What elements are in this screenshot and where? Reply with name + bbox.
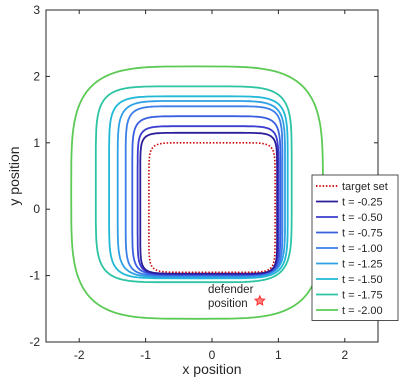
series-curve-6 bbox=[108, 95, 289, 280]
legend-entry-1: t = -0.25 bbox=[342, 197, 383, 209]
legend-entry-2: t = -0.50 bbox=[342, 212, 383, 224]
legend-entry-8: t = -2.00 bbox=[342, 305, 383, 317]
legend: target set t = -0.25 t = -0.50 t = -0.75 t =… bbox=[311, 174, 399, 321]
y-axis-label: y position bbox=[6, 146, 22, 205]
y-tick-label-5: 3 bbox=[33, 3, 40, 17]
series-curve-0 bbox=[148, 142, 276, 274]
series-curve-1 bbox=[139, 131, 278, 275]
series-curve-4 bbox=[124, 105, 284, 277]
legend-entry-3: t = -0.75 bbox=[342, 228, 383, 240]
x-tick-label-1: -1 bbox=[140, 348, 151, 362]
x-tick-label-0: -2 bbox=[74, 348, 85, 362]
x-axis-label: x position bbox=[182, 361, 241, 377]
annotation-text-line-1: position bbox=[208, 298, 248, 310]
x-tick-label-3: 1 bbox=[275, 348, 282, 362]
x-tick-label-2: 0 bbox=[209, 348, 216, 362]
series-curve-8 bbox=[70, 65, 324, 320]
legend-entry-7: t = -1.75 bbox=[342, 290, 383, 302]
y-tick-label-2: 0 bbox=[33, 202, 40, 216]
y-tick-label-1: -1 bbox=[29, 269, 40, 283]
series-curve-7 bbox=[94, 85, 293, 284]
curve-layer bbox=[70, 65, 324, 320]
legend-entry-6: t = -1.50 bbox=[342, 274, 383, 286]
legend-entry-0: target set bbox=[342, 181, 388, 193]
y-tick-label-3: 1 bbox=[33, 136, 40, 150]
y-tick-label-4: 2 bbox=[33, 69, 40, 83]
legend-entry-5: t = -1.25 bbox=[342, 259, 383, 271]
annotation-layer: defender position bbox=[208, 284, 266, 310]
annotation-text-line-0: defender bbox=[208, 284, 254, 296]
defender-marker bbox=[253, 294, 266, 306]
y-tick-label-0: -2 bbox=[29, 335, 40, 349]
x-tick-label-4: 2 bbox=[341, 348, 348, 362]
legend-entry-4: t = -1.00 bbox=[342, 243, 383, 255]
axes-layer: -2 -1 0 1 2 -2 -1 0 1 2 3 bbox=[29, 3, 379, 362]
